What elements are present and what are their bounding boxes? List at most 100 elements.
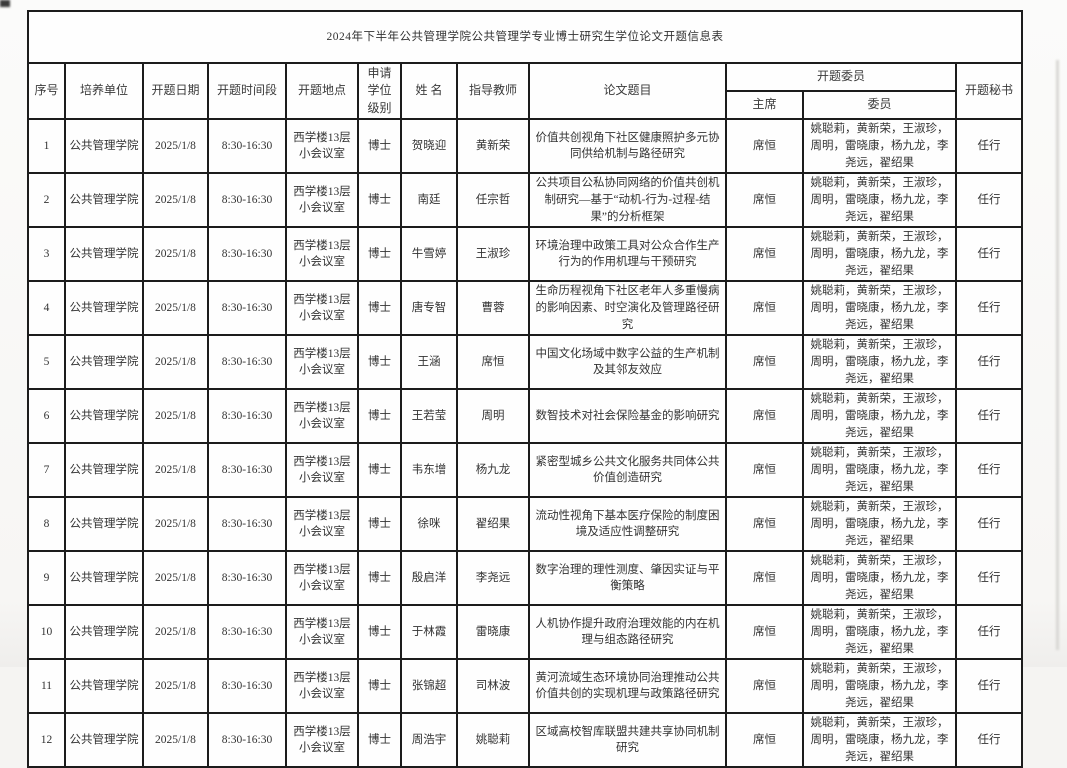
cell-committee-chair: 席恒 [725,118,804,175]
cell-secretary: 任行 [955,604,1023,661]
col-header-members: 委员 [802,90,957,121]
cell-committee-members: 姚聪莉，黄新荣，王淑珍，周明，雷晓康，杨九龙，李尧远，翟绍果 [802,496,957,553]
cell-committee-chair: 席恒 [725,604,804,661]
cell-date: 2025/1/8 [142,658,209,715]
cell-thesis-title: 数字治理的理性测度、肇因实证与平衡策略 [528,550,727,607]
cell-committee-chair: 席恒 [725,550,804,607]
proposal-info-table: 2024年下半年公共管理学院公共管理学专业博士研究生学位论文开题信息表 序号 培… [27,10,1023,768]
cell-location: 西学楼13层小会议室 [285,280,359,337]
cell-degree: 博士 [357,334,402,391]
cell-index: 9 [27,550,66,607]
cell-student-name: 唐专智 [400,280,458,337]
cell-student-name: 徐咪 [400,496,458,553]
cell-committee-chair: 席恒 [725,388,804,445]
cell-thesis-title: 生命历程视角下社区老年人多重慢病的影响因素、时空演化及管理路径研究 [528,280,727,337]
cell-degree: 博士 [357,388,402,445]
cell-secretary: 任行 [955,280,1023,337]
cell-student-name: 张锦超 [400,658,458,715]
cell-secretary: 任行 [955,334,1023,391]
cell-student-name: 南廷 [400,172,458,229]
cell-unit: 公共管理学院 [64,496,144,553]
col-header-committee-group: 开题委员 [725,61,957,93]
cell-committee-members: 姚聪莉，黄新荣，王淑珍，周明，雷晓康，杨九龙，李尧远，翟绍果 [802,334,957,391]
cell-committee-chair: 席恒 [725,334,804,391]
table-row: 8 公共管理学院 2025/1/8 8:30-16:30 西学楼13层小会议室 … [27,496,1023,553]
cell-index: 7 [27,442,66,499]
cell-date: 2025/1/8 [142,280,209,337]
cell-advisor: 司林波 [456,658,530,715]
cell-time: 8:30-16:30 [207,496,287,553]
col-header-location: 开题地点 [285,61,359,121]
cell-location: 西学楼13层小会议室 [285,712,359,768]
cell-time: 8:30-16:30 [207,280,287,337]
table-row: 6 公共管理学院 2025/1/8 8:30-16:30 西学楼13层小会议室 … [27,388,1023,445]
cell-location: 西学楼13层小会议室 [285,226,359,283]
cell-committee-chair: 席恒 [725,226,804,283]
cell-date: 2025/1/8 [142,496,209,553]
col-header-chair: 主席 [725,90,804,121]
cell-unit: 公共管理学院 [64,604,144,661]
header-row-1: 序号 培养单位 开题日期 开题时间段 开题地点 申请学位级别 姓 名 指导教师 … [27,61,1023,121]
cell-location: 西学楼13层小会议室 [285,604,359,661]
cell-advisor: 李尧远 [456,550,530,607]
cell-student-name: 贺晓迎 [400,118,458,175]
cell-secretary: 任行 [955,712,1023,768]
cell-location: 西学楼13层小会议室 [285,334,359,391]
cell-committee-members: 姚聪莉，黄新荣，王淑珍，周明，雷晓康，杨九龙，李尧远，翟绍果 [802,118,957,175]
table-row: 7 公共管理学院 2025/1/8 8:30-16:30 西学楼13层小会议室 … [27,442,1023,499]
cell-degree: 博士 [357,496,402,553]
cell-date: 2025/1/8 [142,442,209,499]
col-header-secretary: 开题秘书 [955,61,1023,121]
cell-degree: 博士 [357,604,402,661]
cell-degree: 博士 [357,118,402,175]
cell-location: 西学楼13层小会议室 [285,496,359,553]
cell-time: 8:30-16:30 [207,388,287,445]
col-header-time: 开题时间段 [207,61,287,121]
scan-artifact-corner [0,0,10,7]
cell-index: 4 [27,280,66,337]
cell-time: 8:30-16:30 [207,118,287,175]
cell-student-name: 周浩宇 [400,712,458,768]
cell-index: 2 [27,172,66,229]
header-row-2: 主席 委员 [28,90,1022,121]
cell-committee-chair: 席恒 [725,280,804,337]
cell-index: 3 [27,226,66,283]
cell-committee-members: 姚聪莉，黄新荣，王淑珍，周明，雷晓康，杨九龙，李尧远，翟绍果 [802,712,957,768]
cell-location: 西学楼13层小会议室 [285,550,359,607]
cell-degree: 博士 [357,442,402,499]
cell-secretary: 任行 [955,388,1023,445]
cell-date: 2025/1/8 [142,226,209,283]
cell-degree: 博士 [357,172,402,229]
table-row: 10 公共管理学院 2025/1/8 8:30-16:30 西学楼13层小会议室… [27,604,1023,661]
cell-student-name: 韦东增 [400,442,458,499]
cell-time: 8:30-16:30 [207,712,287,768]
cell-date: 2025/1/8 [142,550,209,607]
cell-advisor: 席恒 [456,334,530,391]
cell-committee-members: 姚聪莉，黄新荣，王淑珍，周明，雷晓康，杨九龙，李尧远，翟绍果 [802,658,957,715]
cell-date: 2025/1/8 [142,334,209,391]
cell-thesis-title: 黄河流域生态环境协同治理推动公共价值共创的实现机理与政策路径研究 [528,658,727,715]
cell-location: 西学楼13层小会议室 [285,172,359,229]
cell-location: 西学楼13层小会议室 [285,118,359,175]
cell-advisor: 杨九龙 [456,442,530,499]
cell-thesis-title: 人机协作提升政府治理效能的内在机理与组态路径研究 [528,604,727,661]
cell-degree: 博士 [357,226,402,283]
cell-date: 2025/1/8 [142,172,209,229]
cell-index: 10 [27,604,66,661]
cell-location: 西学楼13层小会议室 [285,388,359,445]
cell-degree: 博士 [357,712,402,768]
cell-index: 11 [27,658,66,715]
cell-committee-chair: 席恒 [725,658,804,715]
cell-thesis-title: 环境治理中政策工具对公众合作生产行为的作用机理与干预研究 [528,226,727,283]
cell-advisor: 任宗哲 [456,172,530,229]
cell-index: 5 [27,334,66,391]
table-row: 2 公共管理学院 2025/1/8 8:30-16:30 西学楼13层小会议室 … [27,172,1023,229]
cell-student-name: 牛雪婷 [400,226,458,283]
table-row: 9 公共管理学院 2025/1/8 8:30-16:30 西学楼13层小会议室 … [27,550,1023,607]
cell-thesis-title: 数智技术对社会保险基金的影响研究 [528,388,727,445]
col-header-unit: 培养单位 [64,61,144,121]
cell-degree: 博士 [357,280,402,337]
cell-committee-members: 姚聪莉，黄新荣，王淑珍，周明，雷晓康，杨九龙，李尧远，翟绍果 [802,226,957,283]
cell-time: 8:30-16:30 [207,442,287,499]
cell-committee-members: 姚聪莉，黄新荣，王淑珍，周明，雷晓康，杨九龙，李尧远，翟绍果 [802,280,957,337]
